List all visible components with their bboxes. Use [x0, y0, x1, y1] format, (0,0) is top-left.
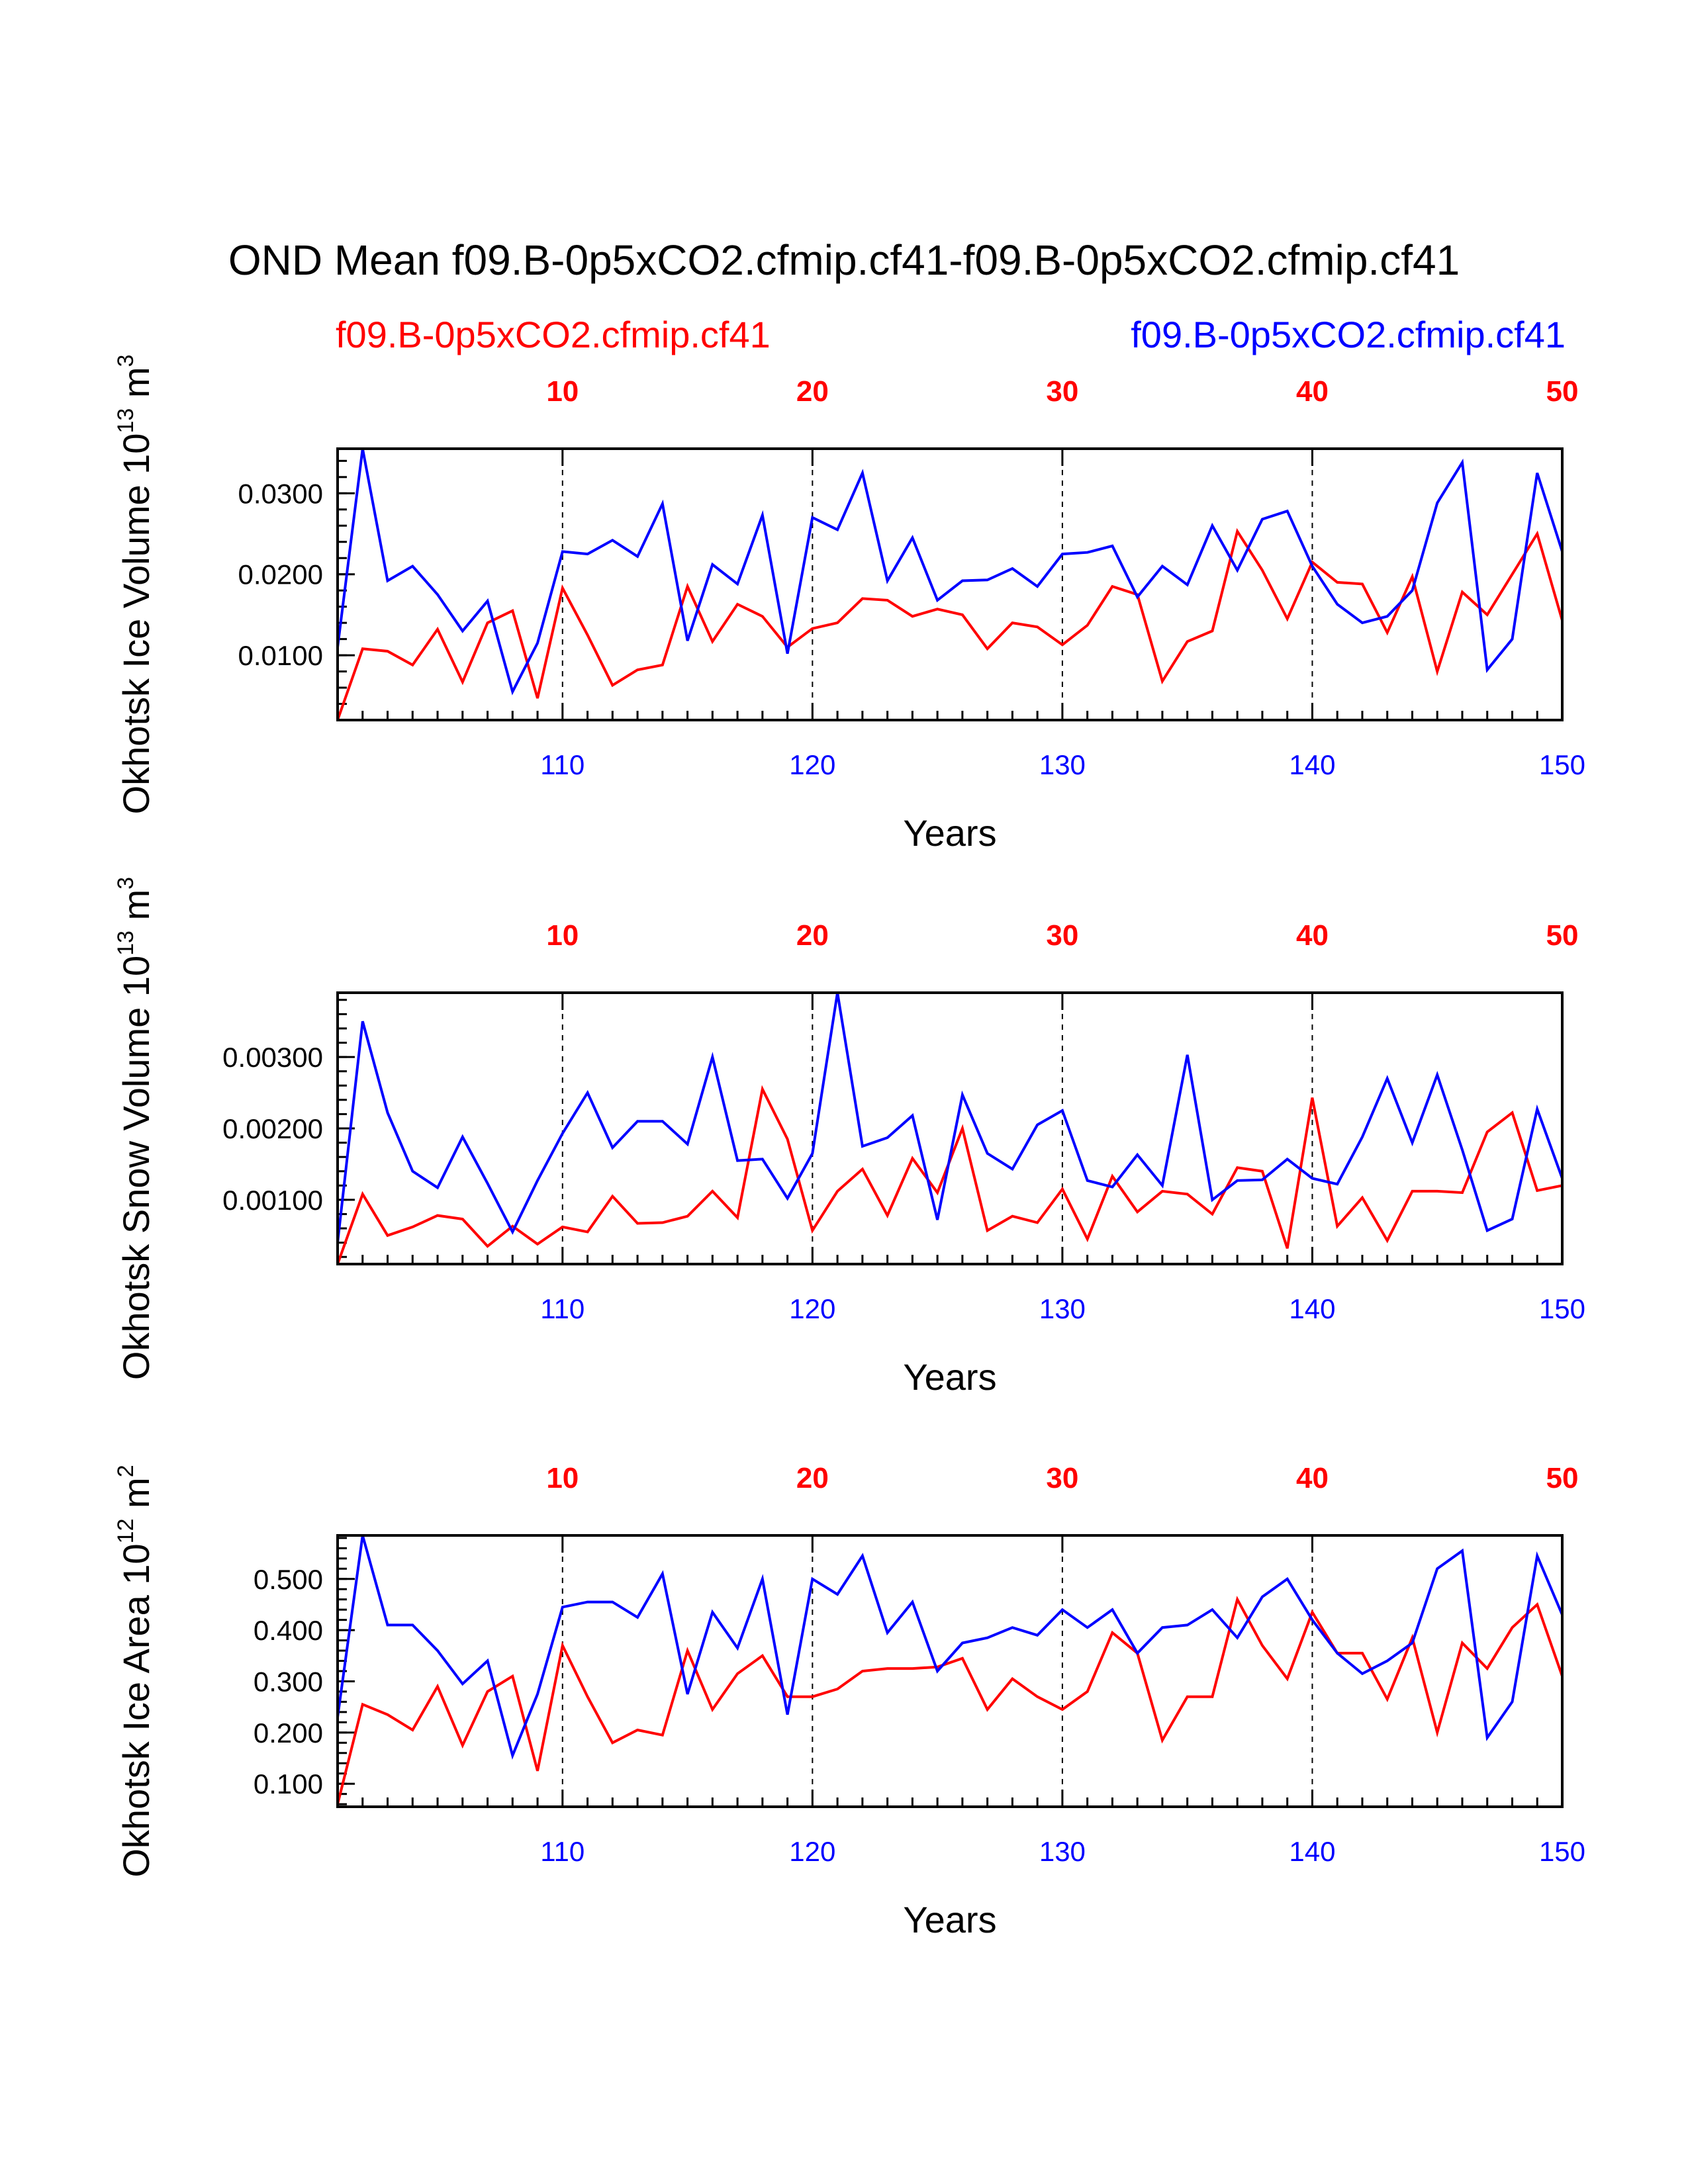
y-axis-label-part: m — [115, 889, 157, 931]
x-tick-label-bottom: 150 — [1539, 1293, 1585, 1324]
y-axis-label-part: m — [115, 367, 157, 408]
x-axis-label: Years — [903, 1356, 996, 1398]
y-tick-label: 0.00200 — [222, 1113, 323, 1144]
legend-left-label: f09.B-0p5xCO2.cfmip.cf41 — [336, 314, 771, 355]
x-tick-label-bottom: 130 — [1039, 749, 1086, 780]
series-line-red — [336, 527, 1564, 721]
x-axis-label: Years — [903, 812, 996, 854]
y-tick-label: 0.500 — [254, 1564, 323, 1595]
y-axis-label-part: Okhotsk Ice Area 10 — [115, 1543, 157, 1877]
y-tick-label: 0.300 — [254, 1666, 323, 1697]
x-tick-label-bottom: 110 — [540, 1293, 585, 1324]
legend-right-label: f09.B-0p5xCO2.cfmip.cf41 — [1131, 314, 1566, 355]
y-tick-label: 0.100 — [254, 1768, 323, 1799]
x-tick-label-top: 50 — [1546, 919, 1579, 952]
y-axis-label-part: Okhotsk Snow Volume 10 — [115, 956, 157, 1380]
x-tick-label-bottom: 130 — [1039, 1293, 1086, 1324]
panel-2: 0.00100 0.00200 0.00300 110 120 130 140 150 10 20… — [113, 877, 1585, 1398]
y-tick-label: 0.0200 — [238, 559, 323, 590]
x-tick-label-bottom: 130 — [1039, 1836, 1086, 1867]
x-tick-label-top: 40 — [1296, 919, 1329, 952]
y-axis-label: Okhotsk Ice Area 1012 m2 — [113, 1465, 157, 1877]
x-tick-label-top: 20 — [796, 1462, 829, 1494]
y-tick-label: 0.0100 — [238, 640, 323, 671]
panels: 0.0100 0.0200 0.0300 110 120 130 140 150 10 20 30 4… — [113, 355, 1585, 1940]
y-axis-label-part: m — [115, 1477, 157, 1518]
y-axis-label-part: 2 — [113, 1465, 138, 1477]
series-line-blue — [336, 1535, 1564, 1760]
x-tick-label-top: 40 — [1296, 1462, 1329, 1494]
x-tick-label-bottom: 140 — [1289, 1293, 1335, 1324]
x-tick-label-bottom: 150 — [1539, 749, 1585, 780]
series-line-red — [336, 1596, 1564, 1805]
series-line-red — [336, 1085, 1563, 1265]
x-tick-label-top: 20 — [796, 919, 829, 952]
y-axis-label-part: 3 — [113, 877, 138, 889]
x-tick-label-top: 50 — [1546, 375, 1579, 408]
y-axis-label-part: 3 — [113, 355, 138, 367]
y-tick-label: 0.400 — [254, 1615, 323, 1646]
x-tick-label-bottom: 140 — [1289, 1836, 1335, 1867]
y-axis-label: Okhotsk Ice Volume 1013 m3 — [113, 355, 157, 815]
y-axis-label-part: 12 — [113, 1519, 138, 1544]
page-title: OND Mean f09.B-0p5xCO2.cfmip.cf41-f09.B-… — [228, 236, 1460, 284]
x-tick-label-top: 30 — [1046, 1462, 1078, 1494]
plot-frame — [336, 1534, 1564, 1808]
series-line-blue — [336, 448, 1564, 696]
panel-3: 0.100 0.200 0.300 0.400 0.500 110 120 130 140 150… — [113, 1462, 1585, 1940]
plot-frame — [336, 447, 1564, 721]
y-axis-label-part: 13 — [113, 408, 138, 433]
x-tick-label-bottom: 120 — [789, 1293, 835, 1324]
x-tick-label-top: 50 — [1546, 1462, 1579, 1494]
x-tick-label-top: 10 — [546, 919, 579, 952]
y-tick-label: 0.00300 — [222, 1042, 323, 1073]
x-tick-label-bottom: 140 — [1289, 749, 1335, 780]
x-tick-label-top: 40 — [1296, 375, 1329, 408]
x-tick-label-top: 30 — [1046, 919, 1078, 952]
x-tick-label-bottom: 120 — [789, 1836, 835, 1867]
y-axis-label-part: Okhotsk Ice Volume 10 — [115, 433, 157, 815]
y-axis-label-part: 13 — [113, 931, 138, 956]
x-axis-label: Years — [903, 1899, 996, 1940]
y-tick-label: 0.200 — [254, 1717, 323, 1749]
y-tick-label: 0.0300 — [238, 478, 323, 509]
x-tick-label-bottom: 120 — [789, 749, 835, 780]
panel-1: 0.0100 0.0200 0.0300 110 120 130 140 150 10 20 30 4… — [113, 355, 1585, 854]
plot-frame — [336, 991, 1564, 1265]
x-tick-label-top: 10 — [546, 1462, 579, 1494]
x-tick-label-top: 10 — [546, 375, 579, 408]
x-tick-label-bottom: 110 — [540, 1836, 585, 1867]
y-tick-label: 0.00100 — [222, 1185, 323, 1216]
x-tick-label-bottom: 110 — [540, 749, 585, 780]
x-tick-label-top: 30 — [1046, 375, 1078, 408]
y-axis-label: Okhotsk Snow Volume 1013 m3 — [113, 877, 157, 1380]
x-tick-label-bottom: 150 — [1539, 1836, 1585, 1867]
x-tick-label-top: 20 — [796, 375, 829, 408]
series-line-blue — [336, 992, 1564, 1243]
